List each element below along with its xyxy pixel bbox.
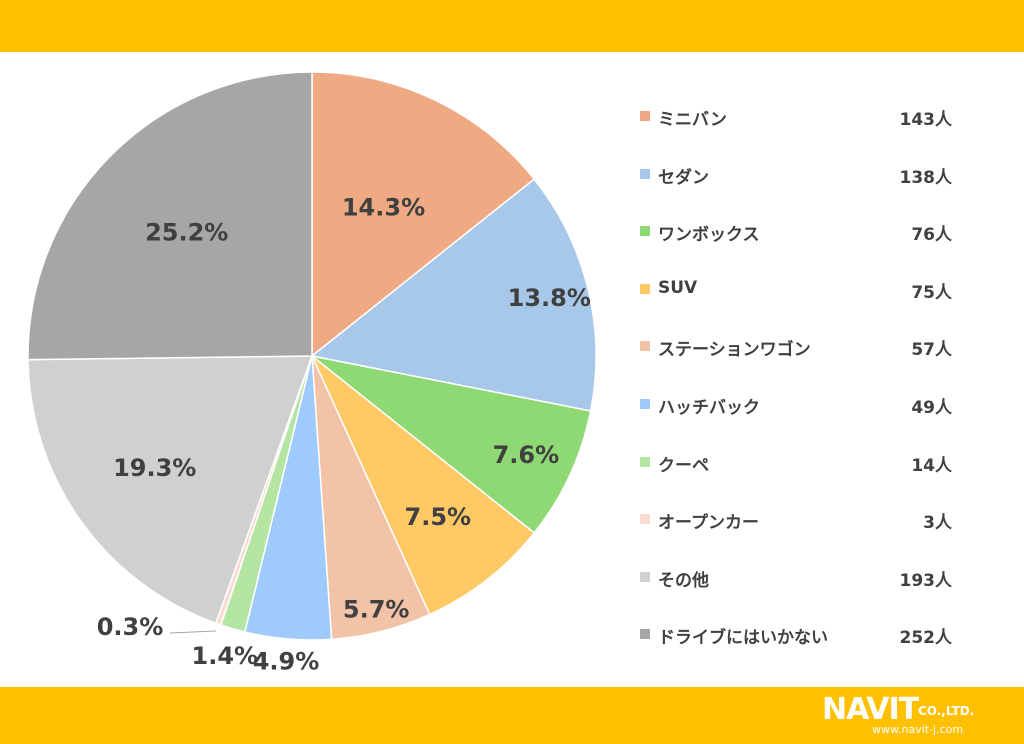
- legend-label: その他: [658, 570, 709, 591]
- legend-item: オープンカー 3人: [640, 493, 970, 551]
- pie-percent-label-9: 19.3%: [113, 454, 196, 482]
- pie-slice-1: [311, 71, 536, 358]
- legend-item: ミニバン 143人: [640, 90, 970, 148]
- pie-percent-label-3: 7.6%: [493, 441, 560, 469]
- legend-label: SUV: [658, 277, 698, 298]
- legend-count: 57人: [911, 340, 952, 361]
- pie-leader-line-8: [169, 630, 217, 634]
- legend: ミニバン 143人セダン 138人ワンボックス 76人 SUV 75人ステーションワゴン 5…: [640, 90, 970, 666]
- legend-swatch: [640, 398, 650, 409]
- legend-count: 252人: [899, 628, 953, 649]
- pie-slices: [27, 71, 597, 641]
- logo-suffix: CO.,LTD.: [918, 704, 975, 718]
- pie-percent-label-2: 13.8%: [508, 284, 591, 312]
- legend-count: 193人: [899, 570, 953, 591]
- legend-count: 3人: [923, 513, 952, 534]
- legend-count: 76人: [911, 225, 952, 246]
- legend-item: ステーションワゴン 57人: [640, 320, 970, 378]
- pie-slice-9: [27, 355, 314, 625]
- legend-label: オープンカー: [658, 513, 759, 534]
- legend-swatch: [640, 111, 650, 121]
- legend-swatch: [640, 168, 650, 179]
- pie-chart: 14.3% 13.8% 7.6% 7.5% 5.7% 4.9%1.4% 0.3% 19.3% 2…: [27, 71, 597, 676]
- legend-item: SUV 75人: [640, 263, 970, 321]
- legend-swatch: [640, 226, 650, 237]
- legend-count: 143人: [899, 110, 953, 130]
- legend-swatch: [640, 571, 650, 582]
- legend-label: セダン: [658, 167, 709, 188]
- legend-item: その他 193人: [640, 551, 970, 609]
- legend-item: セダン 138人: [640, 148, 970, 206]
- legend-label: ワンボックス: [658, 225, 760, 246]
- logo-url: www.navit-j.com: [872, 723, 964, 736]
- pie-percent-label-10: 25.2%: [145, 218, 228, 246]
- legend-item: ドライブにはいかない 252人: [640, 608, 970, 666]
- pie-labels: 14.3% 13.8% 7.6% 7.5% 5.7% 4.9%1.4% 0.3% 19.3% 2…: [97, 194, 591, 676]
- logo-brand: NAVIT: [822, 692, 919, 727]
- legend-label: ミニバン: [658, 110, 727, 130]
- pie-percent-label-5: 5.7%: [343, 595, 410, 623]
- pie-percent-label-6: 4.9%: [253, 648, 320, 676]
- legend-item: ワンボックス 76人: [640, 205, 970, 263]
- pie-percent-label-4: 7.5%: [405, 503, 472, 531]
- legend-label: ハッチバック: [658, 397, 760, 418]
- legend-swatch: [640, 629, 650, 640]
- pie-percent-label-8: 0.3%: [97, 613, 164, 641]
- legend-label: クーペ: [658, 455, 709, 476]
- bottom-band: [0, 687, 1024, 744]
- top-band: [0, 0, 1024, 52]
- pie-slice-10: [27, 71, 313, 361]
- legend-count: 138人: [899, 167, 953, 188]
- pie-slice-4: [311, 355, 536, 616]
- legend-label: ドライブにはいかない: [658, 628, 828, 649]
- legend-item: ハッチバック 49人: [640, 378, 970, 436]
- company-logo: NAVIT CO.,LTD. www.navit-j.com: [822, 692, 1012, 740]
- legend-item: クーペ 14人: [640, 436, 970, 494]
- legend-swatch: [640, 341, 650, 352]
- legend-swatch: [640, 283, 650, 294]
- legend-swatch: [640, 514, 650, 525]
- legend-count: 14人: [911, 455, 952, 476]
- pie-percent-label-7: 1.4%: [192, 642, 259, 670]
- legend-count: 75人: [911, 282, 952, 303]
- pie-slice-2: [310, 178, 597, 412]
- pie-percent-label-1: 14.3%: [342, 194, 425, 222]
- pie-leader-lines: [169, 630, 217, 634]
- legend-count: 49人: [911, 397, 952, 418]
- pie-slice-3: [311, 355, 592, 534]
- legend-label: ステーションワゴン: [658, 340, 811, 361]
- legend-swatch: [640, 456, 650, 467]
